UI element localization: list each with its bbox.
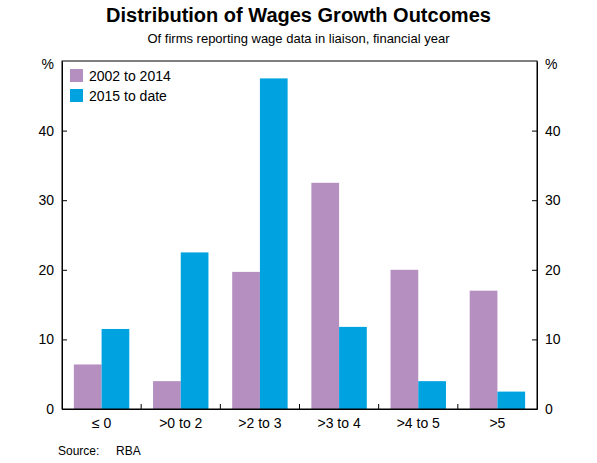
tick-label: >3 to 4 (317, 415, 360, 431)
bar (470, 291, 498, 409)
tick: 10 (38, 331, 67, 347)
tick-label: >2 to 3 (238, 415, 281, 431)
y-axis-left: 0 10 20 30 40 (38, 62, 67, 417)
tick-label: >5 (489, 415, 505, 431)
tick: 0 (532, 401, 553, 417)
tick: 10 (532, 331, 561, 347)
subtitle: Of firms reporting wage data in liaison,… (147, 31, 450, 46)
tick-label: 30 (545, 192, 561, 208)
tick: 30 (532, 192, 561, 208)
tick: >0 to 2 (159, 409, 202, 431)
tick-label: 10 (545, 331, 561, 347)
bar (497, 392, 525, 409)
tick-mark (62, 339, 67, 340)
tick-label: 10 (38, 331, 54, 347)
tick-label: 40 (38, 123, 54, 139)
tick: >3 to 4 (317, 409, 360, 431)
tick-label: ≤ 0 (92, 415, 112, 431)
x-axis: ≤ 0 >0 to 2 >2 to 3 >3 to 4 >4 to 5 >5 (63, 409, 538, 431)
footnote: Source: RBA (58, 444, 141, 458)
tick: 0 (46, 401, 67, 417)
tick: 20 (38, 262, 67, 278)
tick-mark (532, 270, 537, 271)
tick-label: 20 (545, 262, 561, 278)
tick-mark (62, 131, 67, 132)
category-separators (141, 404, 458, 409)
tick-mark (532, 131, 537, 132)
tick: ≤ 0 (92, 409, 112, 431)
tick: >5 (489, 409, 505, 431)
category-separator (299, 404, 300, 409)
y-axis-right: 0 10 20 30 40 (532, 62, 561, 417)
axis-line (62, 62, 63, 410)
tick-mark (62, 200, 67, 201)
tick-label: 30 (38, 192, 54, 208)
tick: 20 (532, 262, 561, 278)
plot-area: 0 10 20 30 40 0 10 20 30 40%% ≤ 0 >0 to 2 >2 to 3 >3 … (38, 56, 560, 431)
category-separator (378, 404, 379, 409)
bar (260, 78, 288, 409)
bar (153, 381, 181, 409)
tick-mark (62, 270, 67, 271)
bars (74, 78, 525, 409)
legend-swatch (70, 69, 83, 82)
tick-label: 0 (46, 401, 54, 417)
tick-label: >4 to 5 (397, 415, 440, 431)
tick: 30 (38, 192, 67, 208)
bar (102, 329, 130, 409)
chart: Distribution of Wages Growth Outcomes Of … (0, 0, 597, 463)
bar-series (102, 78, 526, 409)
tick-label: >0 to 2 (159, 415, 202, 431)
tick: 40 (38, 123, 67, 139)
tick-label: 0 (545, 401, 553, 417)
category-separator (220, 404, 221, 409)
plot-frame (62, 61, 537, 409)
bar (311, 183, 339, 409)
title: Distribution of Wages Growth Outcomes (106, 4, 491, 26)
tick: 40 (532, 123, 561, 139)
bar (232, 272, 260, 409)
bar (418, 381, 446, 409)
y-unit-right: % (545, 56, 557, 72)
legend-label: 2002 to 2014 (89, 68, 171, 84)
legend-label: 2015 to date (89, 88, 167, 104)
category-separator (141, 404, 142, 409)
axis-line (63, 409, 538, 410)
tick: >4 to 5 (397, 409, 440, 431)
tick-label: 40 (545, 123, 561, 139)
category-separator (457, 404, 458, 409)
tick-label: 20 (38, 262, 54, 278)
legend-swatch (70, 89, 83, 102)
tick-mark (532, 339, 537, 340)
legend: 2002 to 2014 2015 to date (70, 68, 171, 104)
bar (339, 327, 367, 409)
bar (74, 364, 102, 409)
legend-item: 2002 to 2014 (70, 68, 171, 84)
legend-item: 2015 to date (70, 88, 167, 104)
axis-line (537, 62, 538, 410)
bar (391, 270, 419, 409)
bar (181, 252, 209, 409)
y-unit-left: % (42, 56, 54, 72)
tick: >2 to 3 (238, 409, 281, 431)
tick-mark (532, 200, 537, 201)
